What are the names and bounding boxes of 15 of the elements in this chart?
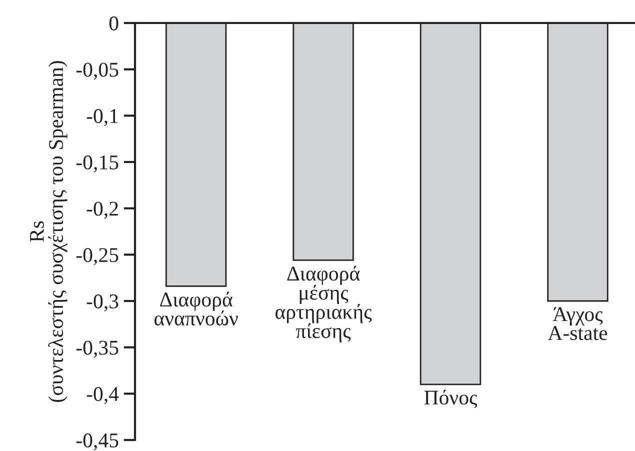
x-tick-label: Διαφορά μέσης αρτηριακής πίεσης [276,266,372,342]
x-tick-label: Πόνος [424,390,478,408]
y-tick-label: -0,05 [76,62,118,80]
y-tick-label: -0,35 [76,340,118,358]
y-tick-label: -0,45 [76,433,118,450]
y-tick-label: -0,4 [86,387,119,404]
y-tick-label: -0,3 [86,294,118,312]
y-tick-label: 0 [109,16,118,30]
y-tick-label: -0,2 [86,202,118,219]
x-tick-label: Άγχος A-state [548,307,608,340]
y-tick-label: -0,25 [76,248,118,266]
x-tick-label: Διαφορά αναπνοών [154,292,238,326]
y-tick-label: -0,1 [86,109,118,126]
y-tick-label: -0,15 [76,155,118,172]
y-axis-title: Rs (συντελεστής συσχέτισης του Spearman) [30,61,68,402]
